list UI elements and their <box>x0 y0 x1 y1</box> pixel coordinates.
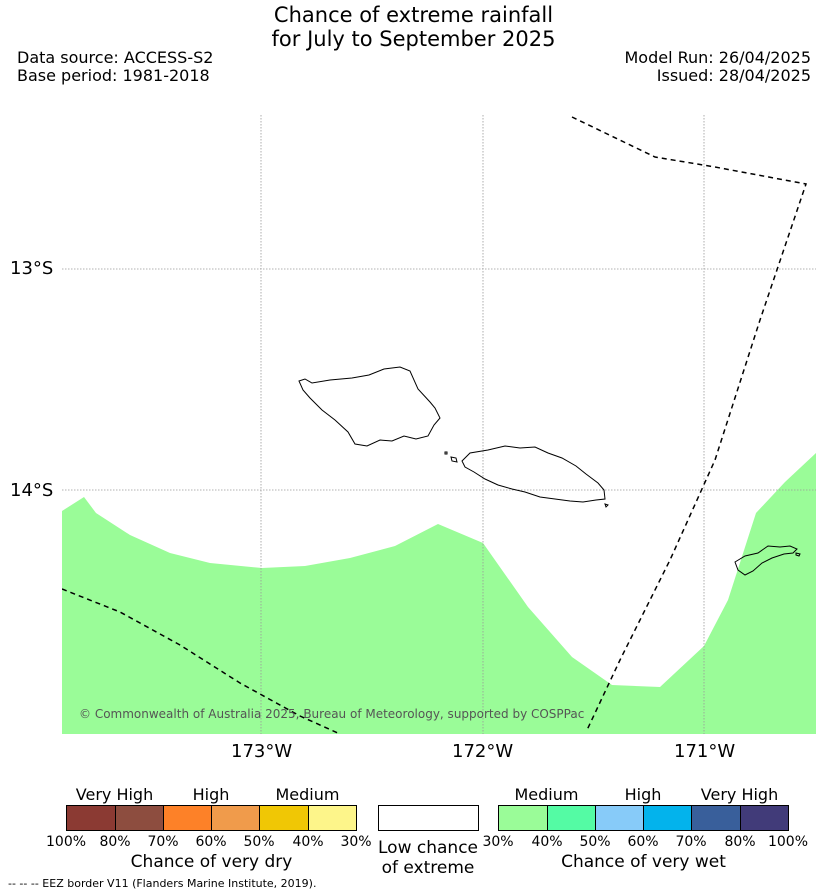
map-area <box>62 115 816 734</box>
wet-category-very-high: Very High <box>700 785 779 804</box>
tutuila-island <box>734 545 798 576</box>
wet-pct-label: 40% <box>531 834 563 850</box>
wet-swatch <box>692 806 741 830</box>
lon-label-173w: 173°W <box>231 741 293 762</box>
island-outlines <box>298 366 801 576</box>
wet-pct-label: 50% <box>579 834 611 850</box>
wet-pct-label: 70% <box>675 834 707 850</box>
model-run-label: Model Run: 26/04/2025 <box>624 48 812 67</box>
low-chance-title-line2: of extreme <box>381 858 475 878</box>
eez-border <box>62 116 807 734</box>
wet-chance-region <box>62 453 816 734</box>
dry-pct-label: 80% <box>99 834 131 850</box>
lat-label-13s: 13°S <box>10 258 54 279</box>
graticule <box>62 115 816 734</box>
eez-footnote: -- -- -- EEZ border V11 (Flanders Marine… <box>8 877 317 890</box>
wet-swatch <box>596 806 644 830</box>
low-chance-title-line1: Low chance <box>378 838 478 858</box>
wet-legend-title: Chance of very wet <box>561 852 726 872</box>
dry-pct-label: 70% <box>147 834 179 850</box>
dry-colorbar <box>66 805 357 831</box>
dry-pct-label: 100% <box>46 834 87 850</box>
dry-category-high: High <box>192 785 230 804</box>
dry-pct-label: 50% <box>243 834 275 850</box>
wet-pct-label: 100% <box>767 834 809 850</box>
dry-pct-label: 30% <box>340 834 372 850</box>
lon-label-171w: 171°W <box>674 741 736 762</box>
dry-pct-label: 40% <box>292 834 324 850</box>
small-islet <box>444 451 448 455</box>
wet-swatch <box>644 806 692 830</box>
savaii-island <box>298 366 441 447</box>
dry-pct-label: 60% <box>195 834 227 850</box>
wet-pct-label: 60% <box>627 834 659 850</box>
copyright-notice: © Commonwealth of Australia 2025, Bureau… <box>79 707 585 721</box>
map-title-line1: Chance of extreme rainfall <box>273 3 554 27</box>
dry-category-very-high: Very High <box>75 785 154 804</box>
wet-swatch <box>741 806 788 830</box>
small-islet <box>450 456 458 463</box>
dry-category-medium: Medium <box>275 785 340 804</box>
wet-pct-label: 30% <box>482 834 514 850</box>
wet-category-medium: Medium <box>514 785 579 804</box>
map-title-line2: for July to September 2025 <box>271 27 556 51</box>
lat-label-14s: 14°S <box>10 480 54 501</box>
wet-swatch <box>499 806 548 830</box>
lon-label-172w: 172°W <box>452 741 514 762</box>
small-islet <box>795 552 801 557</box>
wet-colorbar <box>498 805 789 831</box>
base-period-label: Base period: 1981-2018 <box>17 66 210 85</box>
low-chance-swatch <box>378 805 479 831</box>
wet-category-high: High <box>624 785 662 804</box>
issued-label: Issued: 28/04/2025 <box>656 66 811 85</box>
wet-swatch <box>548 806 596 830</box>
dry-legend-title: Chance of very dry <box>130 852 293 872</box>
upolu-island <box>461 445 606 503</box>
wet-pct-label: 80% <box>724 834 756 850</box>
data-source-label: Data source: ACCESS-S2 <box>17 48 214 67</box>
dry-swatch <box>212 806 260 830</box>
dry-swatch <box>67 806 116 830</box>
dry-swatch <box>260 806 309 830</box>
dry-swatch <box>116 806 164 830</box>
small-islet <box>604 503 609 508</box>
dry-swatch <box>309 806 356 830</box>
dry-swatch <box>164 806 212 830</box>
